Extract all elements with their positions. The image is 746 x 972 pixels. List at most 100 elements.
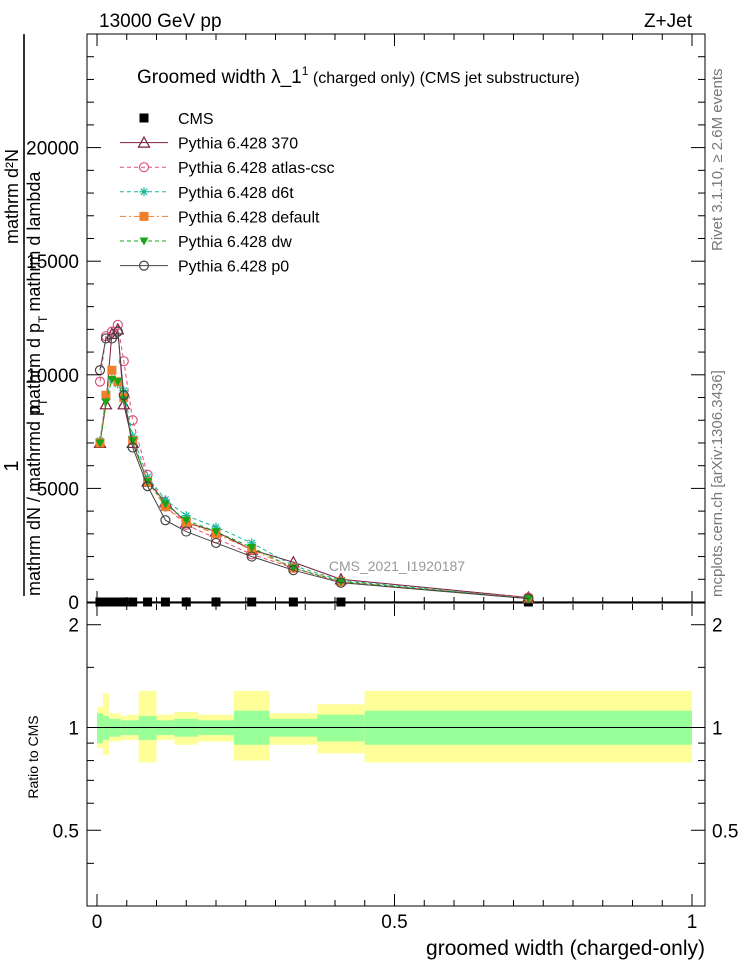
legend-marker <box>139 211 149 221</box>
legend-entry: Pythia 6.428 atlas-csc <box>120 160 335 177</box>
series-1-point <box>99 397 113 410</box>
series-5-point <box>523 595 533 604</box>
main-panel <box>93 319 692 607</box>
series-5-point <box>113 378 123 387</box>
cms-data-point <box>128 597 138 607</box>
x-tick-label: 1 <box>687 912 698 933</box>
series-6-point <box>106 333 117 344</box>
star-stroke <box>140 188 148 196</box>
main-y-tick-label: 0 <box>68 593 79 614</box>
y-axis-title: 1 mathrm dN / mathrmd pT mathrm d²N math… <box>1 34 50 596</box>
legend-marker <box>138 162 150 173</box>
legend-label: Pythia 6.428 dw <box>178 234 292 251</box>
legend: CMS Pythia 6.428 370 Pythia 6.428 atlas-cs… <box>120 111 335 276</box>
series-6-point <box>210 537 222 549</box>
main-y-tick-label: 15000 <box>26 252 79 273</box>
series-6-point <box>288 565 299 576</box>
series-6-point <box>100 333 112 344</box>
ratio-y-tick-label: 1 <box>68 718 79 739</box>
y-title-frac-denominator: mathrm dN / mathrmd pT <box>24 398 50 596</box>
plot-title-sup: 1 <box>302 64 309 78</box>
series-6-point <box>335 577 347 588</box>
cms-data-point <box>101 597 111 607</box>
legend-entry: Pythia 6.428 p0 <box>120 259 289 276</box>
series-6-point <box>112 326 123 337</box>
ratio-panel <box>97 690 692 763</box>
y-title-denominator: mathrm d pTmathrm d lambda <box>24 171 50 414</box>
series-5-point <box>107 375 117 384</box>
process-label: Z+Jet <box>644 11 693 32</box>
legend-label: Pythia 6.428 370 <box>178 136 298 153</box>
legend-marker <box>139 237 149 246</box>
series-5-point <box>128 437 138 446</box>
y-title-frac-one: 1 <box>1 460 23 471</box>
series-5-point <box>160 500 170 509</box>
mcplots-label: mcplots.cern.ch [arXiv:1306.3436] <box>709 370 726 597</box>
legend-entry: Pythia 6.428 370 <box>120 136 298 153</box>
series-line-2 <box>99 323 529 598</box>
series-6-point <box>181 526 192 537</box>
x-tick-label: 0 <box>92 912 103 933</box>
cms-data-point <box>247 597 257 607</box>
series-2-point <box>94 376 106 387</box>
series-6-point <box>127 442 138 453</box>
legend-marker <box>139 113 149 123</box>
cms-data-point <box>107 597 117 607</box>
y-title-numerator: mathrm d²N <box>2 149 22 244</box>
ratio-stat-band-12 <box>317 714 365 742</box>
main-y-tick-label: 20000 <box>26 139 79 160</box>
legend-marker <box>138 260 150 271</box>
legend-label: Pythia 6.428 p0 <box>178 259 289 276</box>
plot-title: Groomed width λ_11 (charged only) (CMS j… <box>137 64 580 88</box>
ratio-y-tick-label-right: 2 <box>712 616 723 637</box>
plot-title-main: Groomed width λ_1 <box>137 67 302 88</box>
main-y-tick-label: 10000 <box>26 366 79 387</box>
series-5-point <box>181 516 191 525</box>
legend-marker <box>139 187 149 197</box>
series-6-point <box>142 481 153 492</box>
ratio-y-tick-label: 0.5 <box>53 821 79 842</box>
series-4-point <box>101 390 111 400</box>
x-axis-title: groomed width (charged-only) <box>426 937 705 960</box>
series-2-point <box>112 319 123 330</box>
series-6-point <box>246 551 257 562</box>
axes: 0 5000 10000 15000 20000 0 0.5 1 0.5 0.5 1 1 2 2 <box>26 34 738 933</box>
legend-label: Pythia 6.428 default <box>178 209 320 226</box>
cms-data-point <box>160 597 170 607</box>
series-6-point <box>118 390 129 401</box>
legend-entry: CMS <box>139 111 214 128</box>
main-y-tick-label: 5000 <box>37 479 79 500</box>
series-4-point <box>107 365 117 375</box>
ratio-y-tick-label-right: 0.5 <box>712 821 738 842</box>
x-tick-label: 0.5 <box>381 912 407 933</box>
legend-marker <box>137 135 151 148</box>
rivet-label: Rivet 3.1.10, ≥ 2.6M events <box>709 69 726 252</box>
series-5-point <box>95 439 105 448</box>
cms-data-point <box>288 597 298 607</box>
series-6-point <box>160 515 171 526</box>
legend-label: Pythia 6.428 atlas-csc <box>178 160 335 177</box>
series-2-point <box>106 326 117 337</box>
analysis-id: CMS_2021_I1920187 <box>329 558 465 574</box>
series-5-point <box>211 528 221 537</box>
legend-entry: Pythia 6.428 d6t <box>120 185 294 202</box>
legend-entry: Pythia 6.428 default <box>120 209 320 226</box>
ratio-y-axis-title: Ratio to CMS <box>25 715 41 798</box>
cms-data-point <box>113 597 123 607</box>
ratio-plot-frame <box>86 602 706 907</box>
legend-label: Pythia 6.428 d6t <box>178 185 294 202</box>
ratio-stat-band-0 <box>97 713 103 744</box>
ratio-y-tick-label: 2 <box>68 616 79 637</box>
plot-title-tail: (charged only) (CMS jet substructure) <box>308 70 579 87</box>
cms-data-point <box>119 597 129 607</box>
legend-entry: Pythia 6.428 dw <box>120 234 292 251</box>
energy-label: 13000 GeV pp <box>99 11 222 32</box>
series-5-point <box>101 398 111 407</box>
legend-label: CMS <box>178 111 214 128</box>
ratio-y-tick-label-right: 1 <box>712 718 723 739</box>
series-5-point <box>336 578 346 587</box>
series-6-point <box>523 593 534 604</box>
series-5-point <box>247 543 257 552</box>
series-2-point <box>118 356 129 367</box>
